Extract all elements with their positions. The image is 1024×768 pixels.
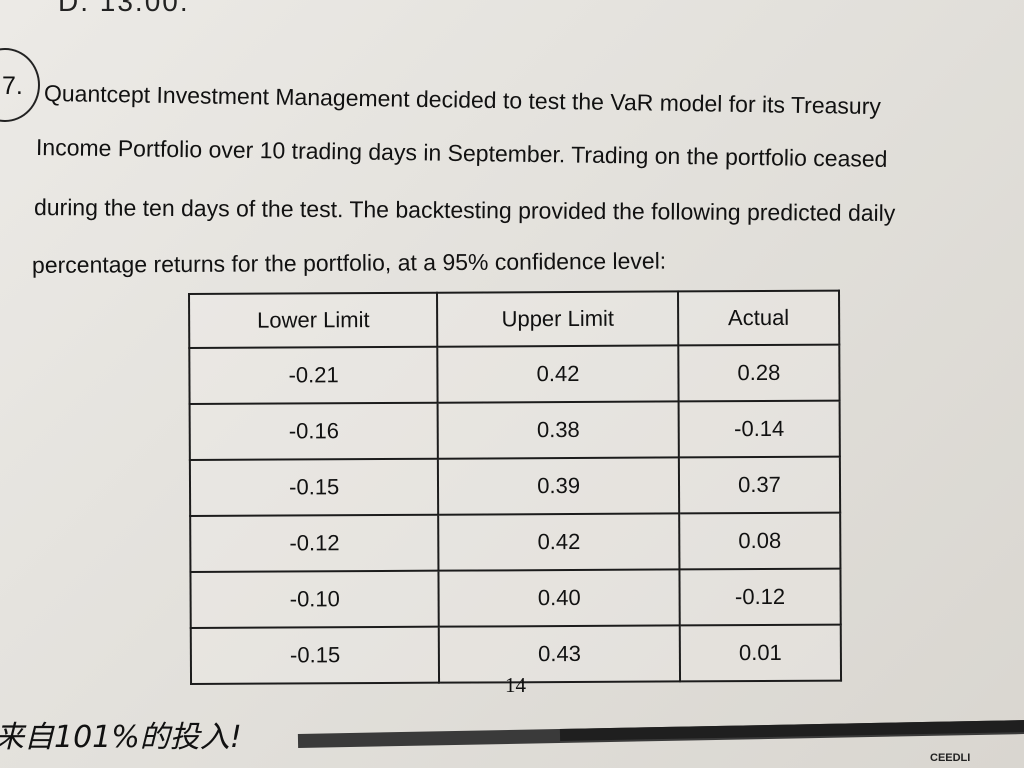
lower-limit-cell: -0.16 <box>189 402 439 460</box>
question-line-4: percentage returns for the portfolio, at… <box>31 247 667 278</box>
upper-limit-cell: 0.42 <box>438 513 680 571</box>
header-lower-limit: Lower Limit <box>189 292 438 348</box>
upper-limit-cell: 0.43 <box>439 625 680 683</box>
table-row: -0.10 0.40 -0.12 <box>190 568 841 628</box>
question-number: 7. <box>2 72 23 100</box>
actual-cell: -0.12 <box>679 568 841 626</box>
header-actual: Actual <box>677 290 840 346</box>
actual-cell: 0.01 <box>679 624 842 682</box>
lower-limit-cell: -0.10 <box>190 570 440 628</box>
table-header-row: Lower Limit Upper Limit Actual <box>189 290 840 348</box>
actual-cell: -0.14 <box>678 400 840 458</box>
question-line-1: Quantcept Investment Management decided … <box>43 80 882 120</box>
header-upper-limit: Upper Limit <box>437 291 679 347</box>
table-row: -0.21 0.42 0.28 <box>189 344 840 404</box>
upper-limit-cell: 0.38 <box>437 401 679 459</box>
actual-cell: 0.37 <box>678 456 841 514</box>
actual-cell: 0.28 <box>678 344 840 402</box>
lower-limit-cell: -0.15 <box>189 458 439 516</box>
page-number: 14 <box>505 673 526 697</box>
question-line-3: during the ten days of the test. The bac… <box>33 194 896 227</box>
footer-corner-text: CEEDLI <box>930 752 971 764</box>
lower-limit-cell: -0.15 <box>190 626 440 684</box>
table-row: -0.16 0.38 -0.14 <box>189 400 840 460</box>
table-row: -0.12 0.42 0.08 <box>190 512 841 572</box>
returns-table: Lower Limit Upper Limit Actual -0.21 0.4… <box>188 289 843 685</box>
upper-limit-cell: 0.40 <box>438 569 680 627</box>
actual-cell: 0.08 <box>679 512 841 570</box>
upper-limit-cell: 0.39 <box>438 457 680 515</box>
lower-limit-cell: -0.12 <box>190 514 439 572</box>
footer-slogan: 来自101%的投入! <box>0 720 242 755</box>
previous-option-text: D. 13.00. <box>58 0 190 17</box>
upper-limit-cell: 0.42 <box>437 345 679 403</box>
table-row: -0.15 0.39 0.37 <box>189 456 841 516</box>
question-line-2: Income Portfolio over 10 trading days in… <box>35 134 888 172</box>
lower-limit-cell: -0.21 <box>189 346 438 404</box>
